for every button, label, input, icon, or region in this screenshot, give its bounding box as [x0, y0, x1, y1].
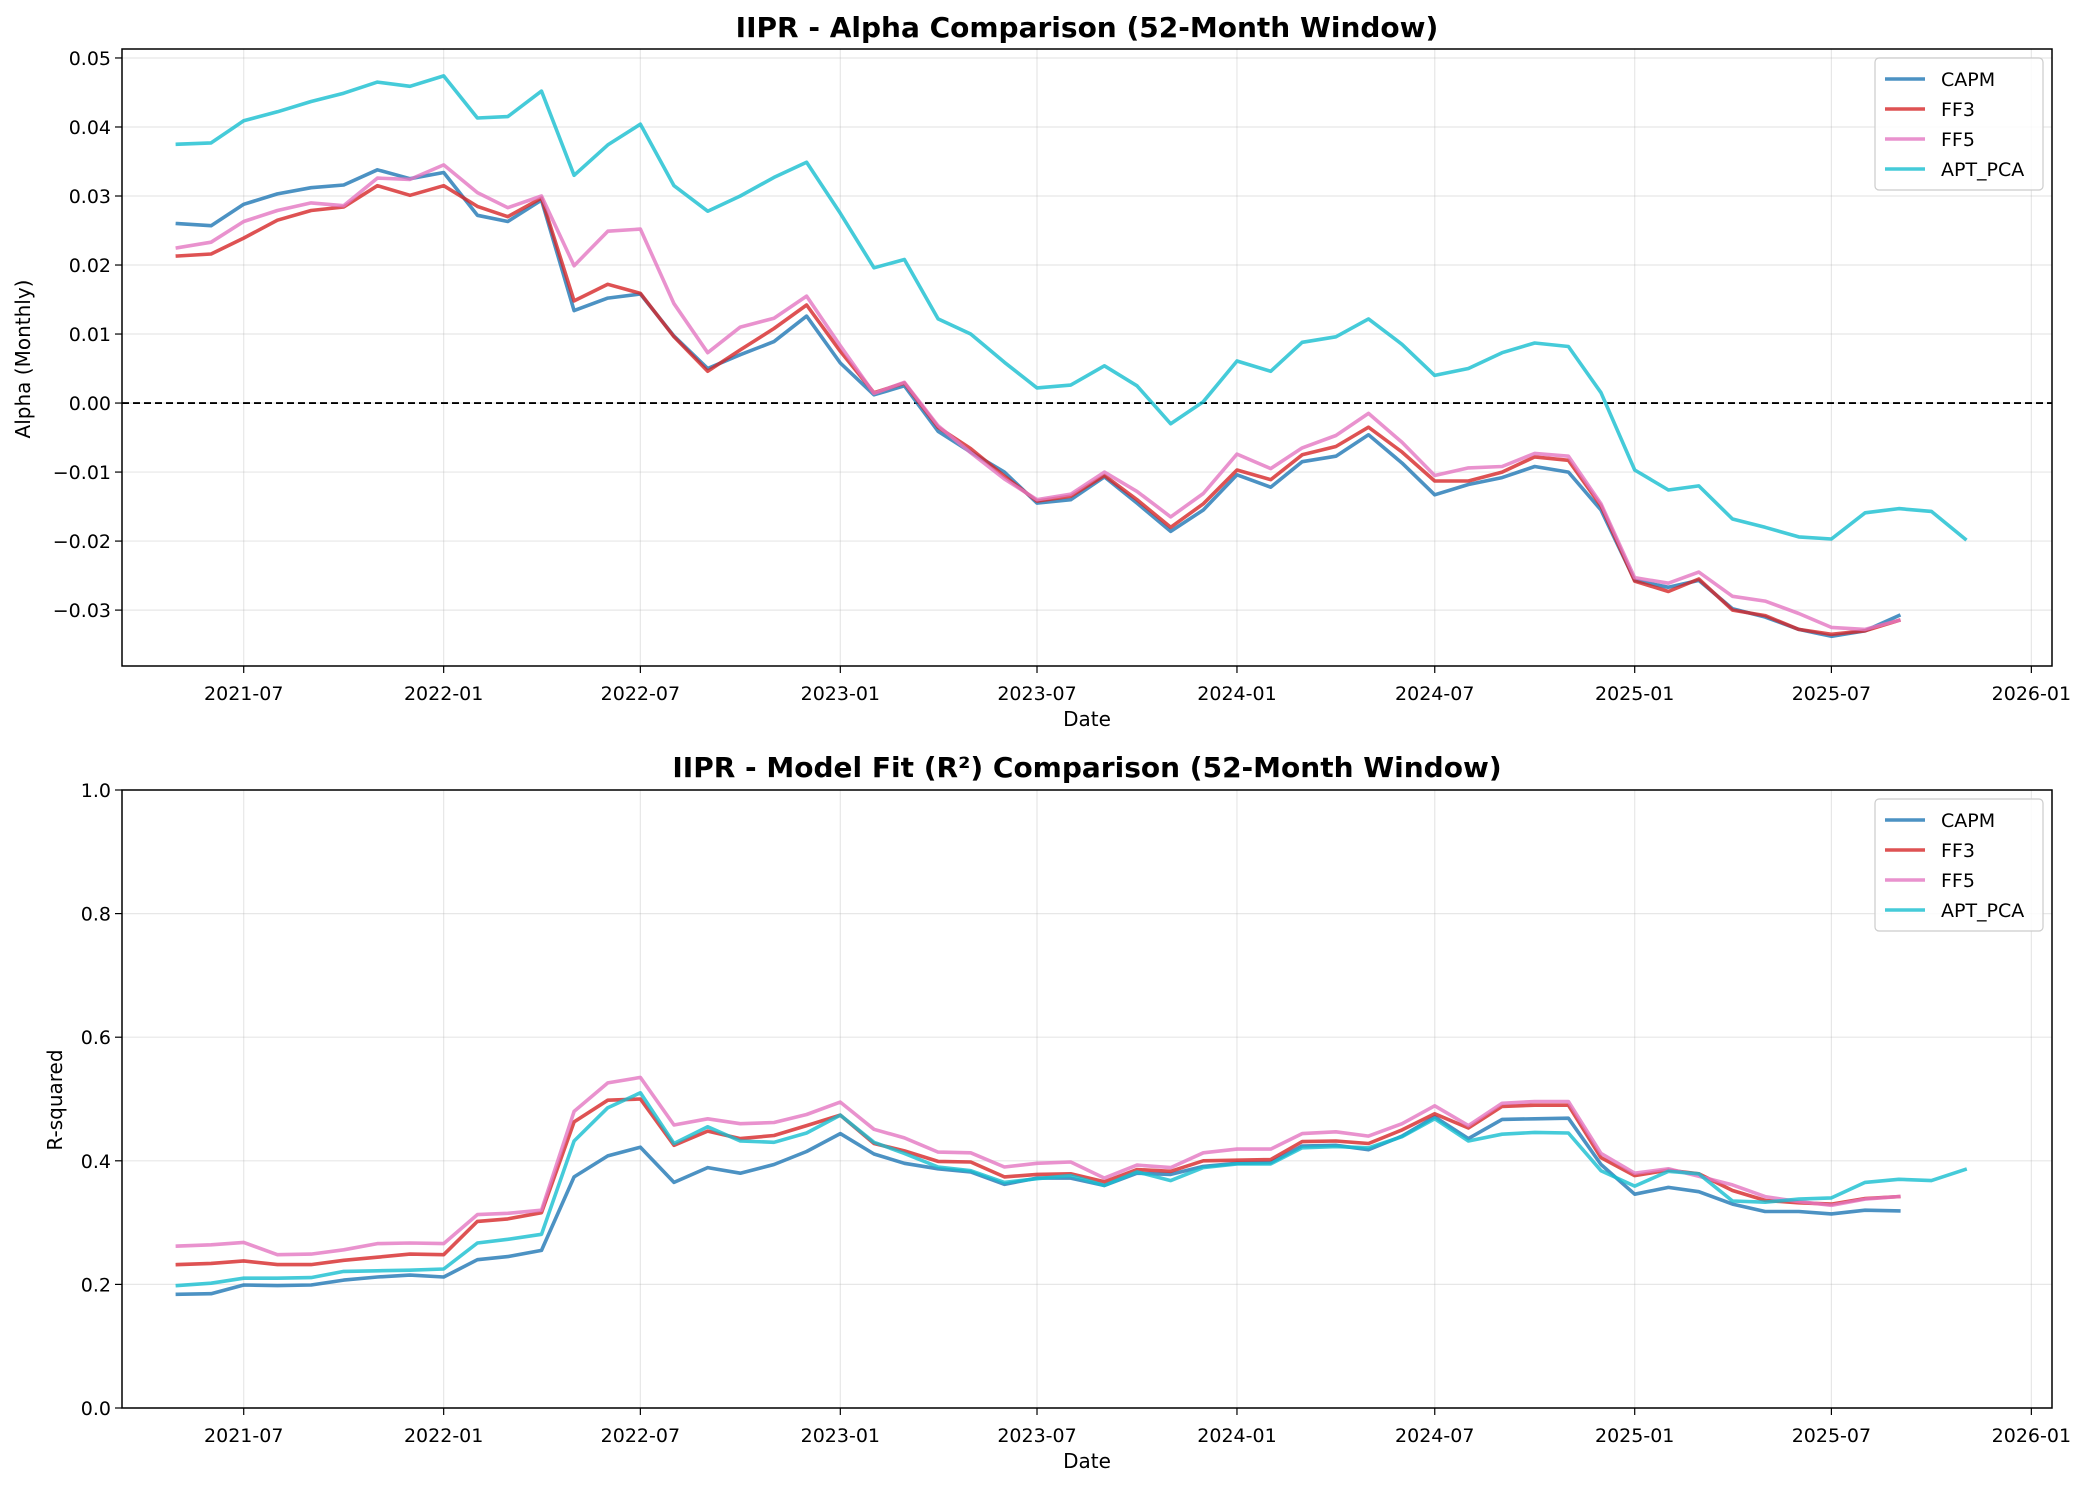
x-tick-label: 2022-01: [404, 1425, 483, 1447]
x-tick-label: 2023-01: [801, 1425, 880, 1447]
x-tick-label: 2025-07: [1792, 1425, 1871, 1447]
y-tick-label: 0.4: [81, 1151, 111, 1173]
y-tick-label: −0.01: [53, 462, 111, 484]
legend-label: APT_PCA: [1941, 900, 2024, 922]
r-squared-y-axis-label: R-squared: [43, 1049, 67, 1150]
x-tick-label: 2021-07: [204, 1425, 283, 1447]
legend-label: CAPM: [1941, 810, 1995, 832]
x-tick-label: 2024-07: [1395, 683, 1474, 705]
r-squared-series-lines: [175, 1075, 1968, 1297]
legend-box: [1874, 798, 2044, 932]
r-squared-plot-frame: [121, 789, 2053, 1409]
series-line-ff5: [175, 163, 1902, 632]
y-tick-label: 0.0: [81, 1398, 111, 1420]
alpha-legend: CAPM FF3 FF5 APT_PCA: [1874, 57, 2044, 191]
x-tick-label: 2026-01: [1992, 1425, 2071, 1447]
r-squared-y-ticks: 0.0 0.2 0.4 0.6 0.8 1.0: [81, 780, 122, 1420]
alpha-chart-panel: IIPR - Alpha Comparison (52-Month Window…: [11, 11, 2071, 731]
legend-label: CAPM: [1941, 69, 1995, 91]
y-tick-label: 0.00: [69, 393, 111, 415]
alpha-y-axis-label: Alpha (Monthly): [11, 280, 35, 439]
x-tick-label: 2023-07: [997, 683, 1076, 705]
legend-box: [1874, 57, 2044, 191]
y-tick-label: 0.2: [81, 1274, 111, 1296]
r-squared-x-ticks: 2021-07 2022-01 2022-07 2023-01 2023-07 2024-…: [204, 1408, 2071, 1447]
r-squared-x-axis-label: Date: [1063, 1449, 1111, 1473]
x-tick-label: 2022-07: [601, 683, 680, 705]
y-tick-label: −0.02: [53, 531, 111, 553]
alpha-chart-title: IIPR - Alpha Comparison (52-Month Window…: [736, 11, 1439, 44]
y-tick-label: 0.04: [69, 117, 111, 139]
alpha-x-ticks: 2021-07 2022-01 2022-07 2023-01 2023-07 2024-…: [204, 666, 2071, 705]
series-line-apt-pca: [175, 74, 1968, 542]
y-tick-label: −0.03: [53, 600, 111, 622]
x-tick-label: 2023-01: [801, 683, 880, 705]
y-tick-label: 0.01: [69, 324, 111, 346]
y-tick-label: 0.6: [81, 1027, 111, 1049]
x-tick-label: 2024-07: [1395, 1425, 1474, 1447]
x-tick-label: 2025-01: [1595, 683, 1674, 705]
x-tick-label: 2022-01: [404, 683, 483, 705]
x-tick-label: 2022-07: [601, 1425, 680, 1447]
legend-label: FF5: [1941, 129, 1975, 151]
series-line-ff5: [175, 1075, 1901, 1257]
alpha-plot-frame: [121, 48, 2053, 667]
legend-label: FF3: [1941, 840, 1975, 862]
y-tick-label: 0.8: [81, 904, 111, 926]
legend-label: APT_PCA: [1941, 159, 2024, 181]
series-line-apt-pca: [175, 1091, 1968, 1288]
x-tick-label: 2021-07: [204, 683, 283, 705]
x-tick-label: 2024-01: [1197, 1425, 1276, 1447]
x-tick-label: 2025-07: [1792, 683, 1871, 705]
x-tick-label: 2026-01: [1992, 683, 2071, 705]
series-line-ff3: [175, 1097, 1901, 1267]
r-squared-chart-title: IIPR - Model Fit (R²) Comparison (52-Mon…: [672, 751, 1501, 784]
y-tick-label: 0.03: [69, 186, 111, 208]
x-tick-label: 2025-01: [1595, 1425, 1674, 1447]
x-tick-label: 2023-07: [997, 1425, 1076, 1447]
y-tick-label: 1.0: [81, 780, 111, 802]
y-tick-label: 0.05: [69, 48, 111, 70]
alpha-series-lines: [175, 74, 1968, 639]
alpha-y-ticks: −0.03 −0.02 −0.01 0.00 0.01 0.02 0.03 0.04 0.05: [53, 48, 122, 622]
y-tick-label: 0.02: [69, 255, 111, 277]
r-squared-legend: CAPM FF3 FF5 APT_PCA: [1874, 798, 2044, 932]
x-tick-label: 2024-01: [1197, 683, 1276, 705]
alpha-x-axis-label: Date: [1063, 707, 1111, 731]
legend-label: FF3: [1941, 99, 1975, 121]
r-squared-chart-panel: IIPR - Model Fit (R²) Comparison (52-Mon…: [43, 751, 2071, 1473]
legend-label: FF5: [1941, 870, 1975, 892]
